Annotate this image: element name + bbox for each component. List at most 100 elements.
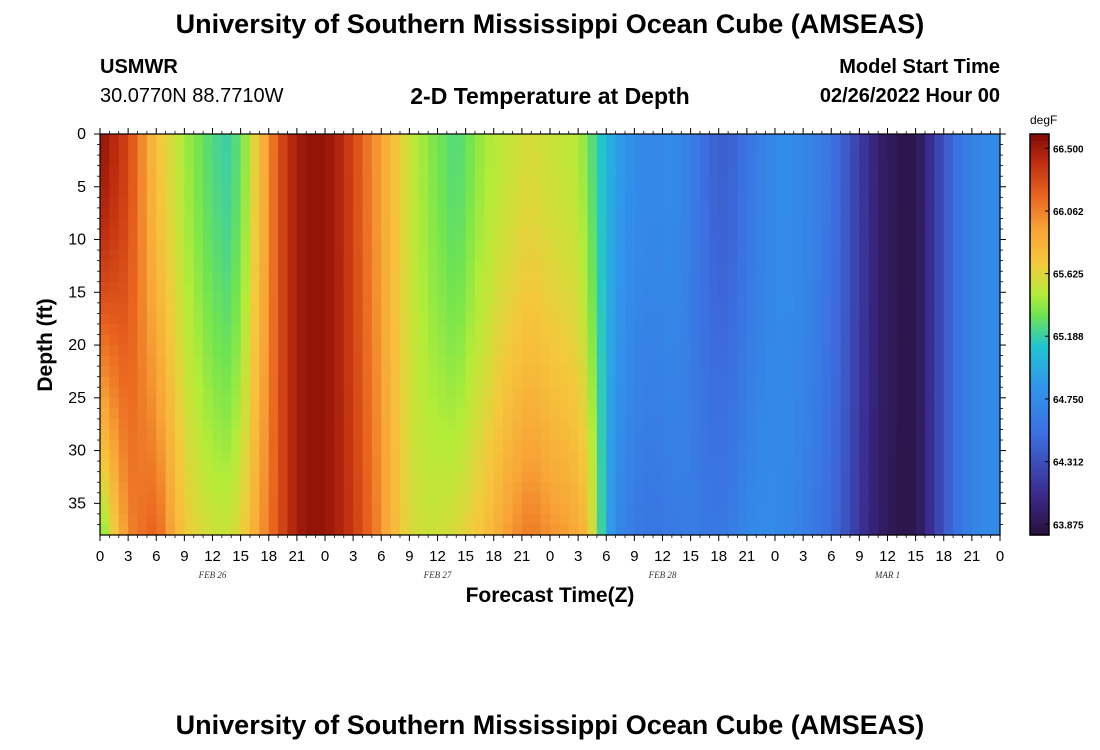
- heatmap-cell: [400, 228, 410, 241]
- heatmap-cell: [306, 323, 317, 336]
- heatmap-cell: [953, 471, 964, 483]
- heatmap-cell: [287, 239, 298, 251]
- heatmap-cell: [362, 418, 373, 431]
- heatmap-cell: [718, 207, 729, 220]
- heatmap-cell: [203, 492, 214, 504]
- heatmap-cell: [250, 471, 260, 483]
- heatmap-cell: [615, 260, 626, 272]
- heatmap-cell: [203, 271, 214, 283]
- heatmap-cell: [653, 524, 664, 536]
- heatmap-cell: [896, 281, 907, 293]
- heatmap-cell: [643, 429, 654, 441]
- heatmap-cell: [793, 503, 804, 515]
- heatmap-cell: [334, 155, 345, 167]
- heatmap-cell: [662, 239, 673, 251]
- heatmap-cell: [475, 292, 485, 304]
- heatmap-cell: [437, 461, 448, 473]
- heatmap-cell: [100, 197, 110, 209]
- heatmap-cell: [568, 292, 579, 304]
- heatmap-cell: [737, 429, 748, 441]
- x-tick-label: 21: [964, 548, 981, 565]
- heatmap-cell: [137, 503, 148, 515]
- heatmap-cell: [925, 186, 935, 198]
- heatmap-cell: [259, 197, 270, 209]
- heatmap-cell: [578, 313, 589, 325]
- colorbar-segment: [1030, 351, 1049, 356]
- heatmap-cell: [353, 387, 364, 399]
- heatmap-cell: [315, 397, 326, 409]
- heatmap-cell: [559, 271, 570, 283]
- heatmap-cell: [934, 186, 945, 198]
- heatmap-cell: [578, 429, 589, 441]
- heatmap-cell: [643, 250, 654, 262]
- heatmap-cell: [606, 450, 617, 462]
- heatmap-cell: [325, 281, 335, 293]
- heatmap-cell: [296, 450, 307, 462]
- heatmap-cell: [990, 197, 1001, 209]
- heatmap-cell: [634, 387, 645, 399]
- heatmap-cell: [465, 513, 476, 526]
- colorbar-segment: [1030, 508, 1049, 513]
- heatmap-cell: [887, 492, 898, 504]
- heatmap-cell: [915, 376, 926, 388]
- heatmap-cell: [906, 440, 917, 452]
- heatmap-cell: [990, 524, 1001, 536]
- heatmap-cell: [175, 524, 185, 536]
- heatmap-cell: [446, 366, 457, 378]
- heatmap-cell: [906, 334, 917, 346]
- heatmap-cell: [690, 250, 701, 262]
- heatmap-cell: [100, 165, 110, 177]
- heatmap-cell: [203, 250, 214, 262]
- heatmap-cell: [718, 250, 729, 262]
- heatmap-cell: [381, 366, 392, 378]
- heatmap-cell: [700, 155, 710, 167]
- heatmap-cell: [746, 471, 757, 483]
- heatmap-cell: [625, 503, 635, 515]
- heatmap-cell: [559, 440, 570, 452]
- heatmap-cell: [550, 524, 560, 536]
- heatmap-cell: [503, 461, 514, 473]
- heatmap-cell: [118, 524, 129, 536]
- heatmap-cell: [540, 355, 551, 367]
- heatmap-cell: [831, 292, 842, 304]
- heatmap-cell: [362, 281, 373, 293]
- heatmap-cell: [287, 513, 298, 526]
- heatmap-cell: [690, 429, 701, 441]
- heatmap-cell: [625, 376, 635, 388]
- heatmap-cell: [193, 334, 204, 346]
- heatmap-cell: [446, 218, 457, 230]
- heatmap-cell: [971, 281, 982, 293]
- heatmap-cell: [353, 482, 364, 494]
- heatmap-cell: [831, 155, 842, 167]
- heatmap-cell: [634, 134, 645, 146]
- heatmap-cell: [465, 355, 476, 367]
- heatmap-cell: [343, 281, 354, 293]
- heatmap-cell: [784, 408, 795, 420]
- heatmap-cell: [521, 302, 532, 314]
- heatmap-cell: [925, 440, 935, 452]
- heatmap-cell: [962, 186, 973, 198]
- heatmap-cell: [765, 492, 776, 504]
- heatmap-cell: [193, 155, 204, 167]
- heatmap-cell: [512, 313, 523, 325]
- heatmap-cell: [146, 250, 157, 262]
- heatmap-cell: [296, 260, 307, 272]
- heatmap-cell: [184, 155, 195, 167]
- heatmap-cell: [728, 134, 739, 146]
- heatmap-cell: [250, 408, 260, 420]
- heatmap-cell: [728, 482, 739, 494]
- colorbar-segment: [1030, 157, 1049, 162]
- heatmap-cell: [925, 450, 935, 462]
- x-tick-label: 15: [232, 548, 249, 565]
- heatmap-cell: [287, 355, 298, 367]
- heatmap-cell: [662, 366, 673, 378]
- heatmap-cell: [812, 144, 823, 156]
- heatmap-cell: [296, 429, 307, 441]
- heatmap-cell: [662, 134, 673, 146]
- heatmap-cell: [906, 408, 917, 420]
- heatmap-cell: [456, 292, 467, 304]
- heatmap-cell: [653, 345, 664, 357]
- heatmap-cell: [671, 176, 682, 188]
- heatmap-cell: [765, 165, 776, 177]
